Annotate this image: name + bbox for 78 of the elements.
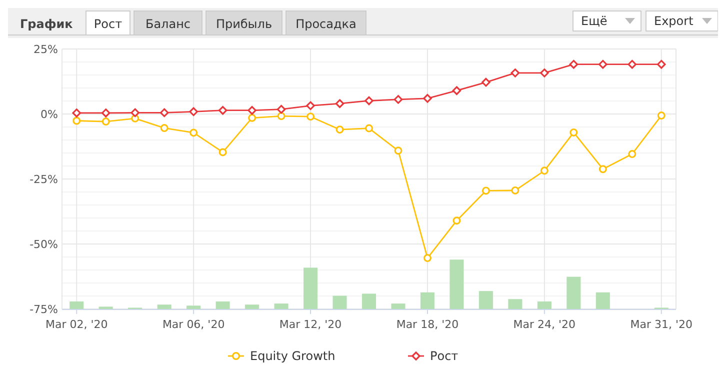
tab: Баланс [134, 10, 202, 36]
bar [508, 299, 522, 309]
point [628, 150, 636, 158]
point [452, 216, 461, 225]
point [72, 108, 82, 118]
point [306, 101, 315, 110]
bar [537, 301, 552, 309]
bar [332, 296, 347, 309]
y-tick-label: 25% [34, 43, 58, 56]
dropdown: Export [646, 10, 718, 32]
chart-title: График [20, 17, 73, 31]
point [130, 108, 140, 118]
active-tab: Рост [86, 10, 130, 36]
point [569, 60, 578, 69]
point [510, 68, 520, 78]
point [160, 124, 168, 132]
bar [245, 304, 260, 309]
point [423, 94, 432, 103]
bar [216, 301, 230, 309]
x-tick-label: Mar 02, '20 [45, 318, 108, 331]
point [218, 106, 228, 115]
point [656, 60, 666, 69]
legend-label: Equity Growth [250, 349, 336, 363]
point [189, 107, 198, 116]
point [598, 165, 607, 174]
point [101, 108, 110, 118]
point [364, 96, 374, 106]
point [72, 116, 81, 125]
point [511, 186, 520, 194]
bar [186, 306, 201, 309]
point [190, 128, 198, 137]
x-tick-label: Mar 12, '20 [279, 318, 342, 331]
bar [596, 292, 610, 309]
point [482, 186, 490, 195]
bar [304, 268, 318, 309]
x-tick-label: Mar 24, '20 [513, 318, 576, 331]
bar [157, 304, 172, 309]
point [598, 60, 608, 69]
x-tick-label: Mar 31, '20 [630, 318, 693, 331]
tab: Просадка [286, 10, 366, 36]
y-tick-label: 0% [40, 108, 58, 121]
point [248, 106, 256, 115]
point [628, 60, 637, 69]
bar [70, 301, 84, 309]
point [657, 112, 666, 120]
x-tick-label: Mar 18, '20 [396, 318, 459, 331]
x-tick-label: Mar 06, '20 [162, 318, 225, 331]
bar [391, 304, 406, 309]
bar [566, 276, 581, 309]
dropdown: Ещё [572, 10, 642, 32]
point [277, 112, 286, 120]
bar [362, 294, 376, 309]
point [482, 78, 490, 87]
point [570, 128, 578, 136]
y-tick-label: -50% [30, 238, 58, 251]
point [423, 254, 432, 262]
point [540, 68, 549, 78]
bar [420, 292, 434, 309]
point [540, 166, 548, 175]
y-tick-label: -25% [30, 173, 58, 186]
tab: Прибыль [206, 10, 282, 36]
bar [478, 291, 493, 309]
y-tick-label: -75% [30, 303, 58, 316]
bar [450, 260, 464, 309]
point [365, 124, 373, 132]
point [218, 148, 227, 156]
point [452, 86, 462, 95]
legend-label: Рост [430, 349, 458, 363]
point [394, 146, 402, 155]
point [248, 114, 256, 122]
bar [274, 304, 288, 309]
point [160, 108, 169, 118]
point [102, 118, 110, 126]
point [276, 104, 286, 114]
point [336, 126, 344, 134]
point [394, 95, 403, 104]
point [335, 99, 344, 108]
point [306, 112, 315, 121]
